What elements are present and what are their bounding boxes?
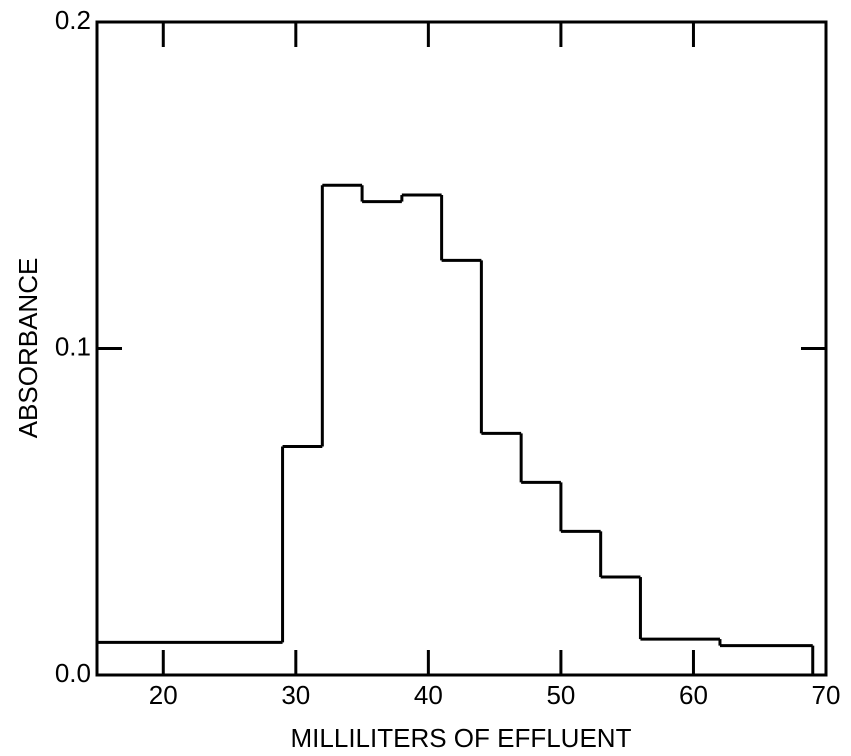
x-tick-label: 60 xyxy=(679,680,708,710)
y-axis-label: ABSORBANCE xyxy=(13,258,43,439)
y-tick-label: 0.1 xyxy=(55,331,91,361)
x-tick-label: 40 xyxy=(414,680,443,710)
x-tick-label: 70 xyxy=(812,680,841,710)
y-tick-label: 0.2 xyxy=(55,5,91,35)
plot-frame xyxy=(95,20,828,677)
x-tick-label: 30 xyxy=(281,680,310,710)
x-axis-label: MILLILITERS OF EFFLUENT xyxy=(291,723,632,753)
y-tick-label: 0.0 xyxy=(55,658,91,688)
x-tick-label: 20 xyxy=(149,680,178,710)
x-tick-label: 50 xyxy=(546,680,575,710)
